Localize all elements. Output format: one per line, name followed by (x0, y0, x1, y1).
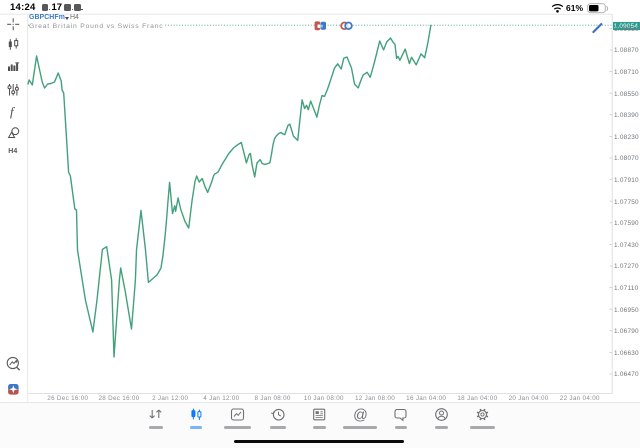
svg-text:@: @ (353, 408, 368, 422)
